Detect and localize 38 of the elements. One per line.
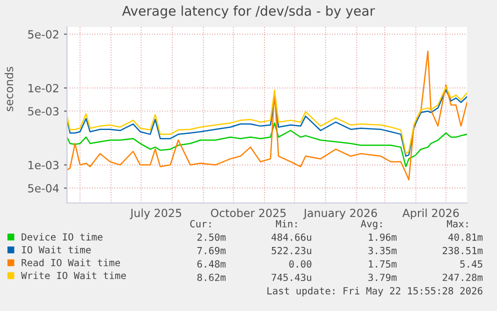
y-tick-label: 1e-02 <box>28 84 58 92</box>
text: 5.45 <box>460 260 482 268</box>
text: 0.00 <box>289 260 312 268</box>
text: Cur: <box>190 220 211 228</box>
text: 2.50m <box>197 233 226 241</box>
text: 3.35m <box>368 246 397 254</box>
text: 6.48m <box>197 260 226 268</box>
line-series <box>67 50 467 180</box>
y-tick-label: 5e-04 <box>28 184 59 192</box>
text: 40.81m <box>448 233 483 241</box>
text: 3.79m <box>368 274 397 282</box>
chart-title: Average latency for /dev/sda - by year <box>122 6 375 18</box>
x-tick-label: January 2026 <box>303 208 377 220</box>
legend-label: IO Wait time <box>22 246 91 254</box>
text: 7.69m <box>197 246 226 254</box>
legend-label: Write IO Wait time <box>21 272 126 280</box>
text: Max: <box>446 220 468 228</box>
legend-label: Read IO Wait time <box>22 258 120 266</box>
y-tick-label: 5e-03 <box>28 107 58 116</box>
line-series <box>67 122 467 168</box>
y-tick-label: 5e-02 <box>28 30 58 39</box>
x-tick-label: July 2025 <box>130 208 182 220</box>
text: 522.23u <box>272 246 312 254</box>
text: 484.66u <box>272 233 312 241</box>
text: 745.43u <box>272 274 312 282</box>
x-tick-label: October 2025 <box>210 208 286 218</box>
text: 238.51m <box>442 246 483 254</box>
x-tick-label: April 2026 <box>402 208 459 220</box>
y-tick-label: 1e-03 <box>28 160 58 170</box>
text: 8.62m <box>197 274 226 282</box>
legend-label: Device IO time <box>22 233 102 241</box>
y-axis-title: seconds <box>4 66 14 112</box>
text: 1.75m <box>368 260 397 268</box>
text: Min: <box>276 220 297 228</box>
text: Last update: Fri May 22 15:55:28 2026 <box>267 286 482 296</box>
text: Avg: <box>360 220 382 230</box>
text: 1.96m <box>368 233 397 241</box>
text: 247.28m <box>442 274 483 282</box>
